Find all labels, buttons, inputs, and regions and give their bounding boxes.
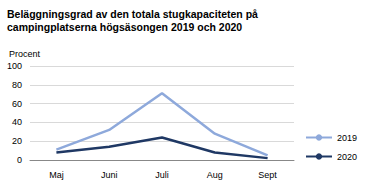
svg-text:campingplatserna högsäsongen 2: campingplatserna högsäsongen 2019 och 20…	[7, 21, 242, 33]
svg-text:60: 60	[12, 99, 22, 109]
svg-text:100: 100	[7, 61, 22, 71]
svg-text:Maj: Maj	[49, 170, 64, 180]
svg-text:2020: 2020	[337, 152, 357, 162]
svg-text:40: 40	[12, 117, 22, 127]
svg-text:Juni: Juni	[101, 170, 118, 180]
svg-text:Procent: Procent	[9, 49, 41, 59]
svg-text:20: 20	[12, 136, 22, 146]
svg-text:0: 0	[17, 155, 22, 165]
svg-text:Juli: Juli	[155, 170, 169, 180]
svg-text:2019: 2019	[337, 133, 357, 143]
svg-text:Aug: Aug	[207, 170, 223, 180]
svg-text:80: 80	[12, 80, 22, 90]
svg-text:Sept: Sept	[258, 170, 277, 180]
svg-text:Beläggningsgrad av den totala: Beläggningsgrad av den totala stugkapaci…	[7, 8, 261, 20]
